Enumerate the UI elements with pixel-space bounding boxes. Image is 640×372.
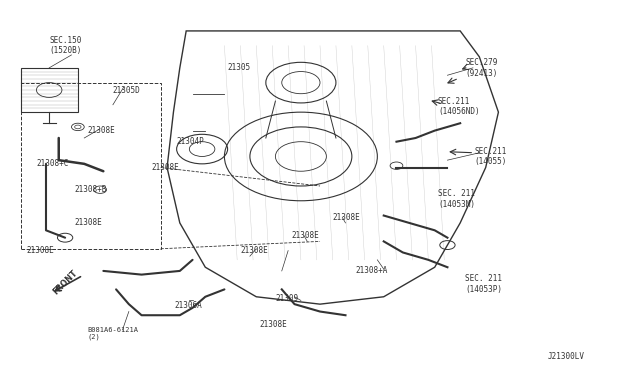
Text: 21308E: 21308E: [151, 163, 179, 172]
Text: FRONT: FRONT: [51, 268, 79, 296]
Text: 21309: 21309: [275, 294, 298, 303]
Text: 21308+A: 21308+A: [355, 266, 387, 275]
Text: B081A6-6121A
(2): B081A6-6121A (2): [88, 327, 138, 340]
Text: J21300LV: J21300LV: [548, 352, 585, 361]
Text: 21308+B: 21308+B: [75, 185, 107, 194]
Text: 21308E: 21308E: [259, 320, 287, 329]
Text: 21305D: 21305D: [113, 86, 141, 94]
Text: 21308E: 21308E: [27, 246, 54, 255]
Text: SEC.150
(1520B): SEC.150 (1520B): [49, 36, 81, 55]
Bar: [20, 83, 161, 249]
Text: 21305: 21305: [228, 63, 251, 72]
Text: SEC. 211
(14053P): SEC. 211 (14053P): [465, 274, 502, 294]
Text: 21308E: 21308E: [88, 126, 115, 135]
Text: 21304P: 21304P: [177, 137, 204, 146]
Text: 21308E: 21308E: [241, 246, 268, 255]
Text: SEC.279
(92413): SEC.279 (92413): [465, 58, 498, 77]
Text: SEC.211
(14055): SEC.211 (14055): [474, 147, 507, 166]
Text: 21308+C: 21308+C: [36, 159, 69, 169]
Bar: [20, 68, 78, 112]
Text: 21306A: 21306A: [175, 301, 202, 311]
Text: SEC. 211
(14053M): SEC. 211 (14053M): [438, 189, 475, 209]
Text: 21308E: 21308E: [75, 218, 102, 227]
Text: 21308E: 21308E: [333, 213, 360, 222]
Text: SEC.211
(14056ND): SEC.211 (14056ND): [438, 97, 479, 116]
Text: 21308E: 21308E: [291, 231, 319, 240]
